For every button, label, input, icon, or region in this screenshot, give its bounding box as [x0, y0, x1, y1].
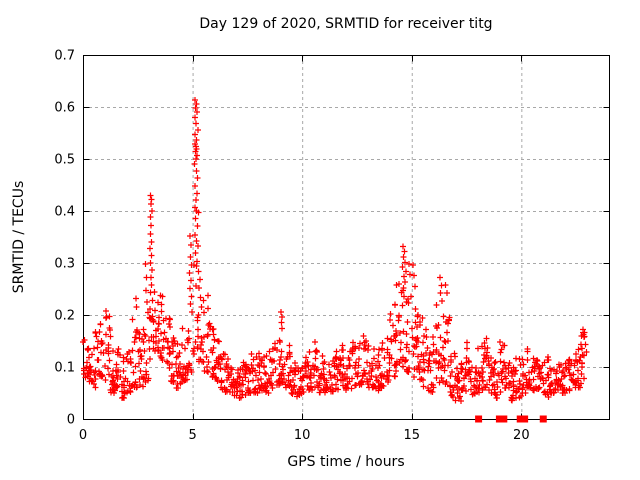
y-tick-label: 0.7 [54, 49, 75, 64]
chart-title: Day 129 of 2020, SRMTID for receiver tit… [199, 16, 493, 32]
y-tick-label: 0.3 [54, 257, 75, 272]
scatter-points-srmtid [80, 97, 590, 404]
zero-flag-square [516, 415, 524, 423]
y-tick-label: 0.5 [54, 153, 75, 168]
x-tick-label: 15 [403, 428, 420, 443]
y-tick-label: 0 [67, 413, 75, 428]
y-tick-label: 0.2 [54, 309, 75, 324]
x-tick-label: 10 [294, 428, 311, 443]
zero-flag-square [475, 415, 483, 423]
y-axis-label: SRMTID / TECUs [11, 180, 27, 294]
x-axis-label: GPS time / hours [287, 454, 405, 470]
y-tick-label: 0.1 [54, 361, 75, 376]
x-tick-label: 0 [79, 428, 87, 443]
zero-flag-square [521, 415, 529, 423]
plot-frame [83, 55, 610, 420]
y-tick-label: 0.6 [54, 101, 75, 116]
zero-flag-square [539, 415, 547, 423]
zero-flag-square [500, 415, 508, 423]
zero-flag-square [495, 415, 503, 423]
x-tick-label: 5 [188, 428, 196, 443]
x-tick-label: 20 [513, 428, 530, 443]
y-tick-label: 0.4 [54, 205, 75, 220]
